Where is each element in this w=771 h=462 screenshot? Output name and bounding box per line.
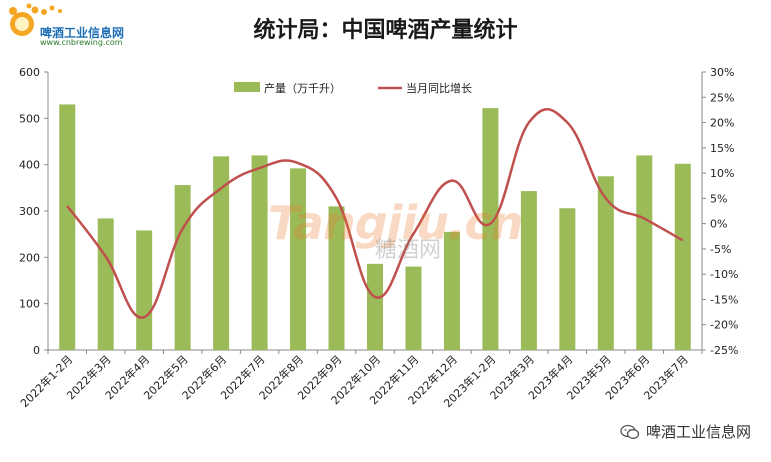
legend-label-line: 当月同比增长 <box>406 81 472 95</box>
y-right-tick-label: 30% <box>710 66 734 79</box>
y-left-tick-label: 100 <box>19 298 40 311</box>
wechat-icon <box>620 424 640 439</box>
y-right-tick-label: 0% <box>710 218 727 231</box>
bar <box>636 155 653 350</box>
y-right-tick-label: 15% <box>710 142 734 155</box>
logo-text: 啤酒工业信息网 <box>40 26 125 40</box>
line-series <box>66 108 684 319</box>
y-left-tick-label: 300 <box>19 205 40 218</box>
bar <box>520 191 537 350</box>
y-left-tick-label: 600 <box>19 66 40 79</box>
bar <box>597 176 614 350</box>
bar <box>290 168 307 350</box>
y-right-tick-label: -10% <box>710 268 738 281</box>
bar <box>97 218 114 350</box>
bar <box>213 156 230 350</box>
bar <box>136 230 153 350</box>
y-right-tick-label: 20% <box>710 117 734 130</box>
legend: 产量（万千升） 当月同比增长 <box>234 81 472 95</box>
watermark: Tangjiu.cn <box>268 196 523 250</box>
y-right-tick-label: 10% <box>710 167 734 180</box>
y-right-tick-label: -25% <box>710 344 738 357</box>
y-right-tick-label: 25% <box>710 91 734 104</box>
bar <box>674 163 691 350</box>
bar <box>328 206 345 350</box>
y-left-tick-label: 0 <box>33 344 40 357</box>
y-left-tick-label: 500 <box>19 112 40 125</box>
wechat-account-name: 啤酒工业信息网 <box>645 423 751 441</box>
y-right-tick-label: 5% <box>710 192 727 205</box>
bar <box>559 208 576 350</box>
bar <box>174 185 191 350</box>
bar <box>251 155 268 350</box>
y-left-tick-label: 200 <box>19 251 40 264</box>
logo-url: www.cnbrewing.com <box>40 38 123 47</box>
watermark-subtitle: 糖酒网 <box>375 238 442 263</box>
chart-title: 统计局：中国啤酒产量统计 <box>253 17 518 43</box>
legend-swatch-bar <box>234 82 260 92</box>
bar <box>443 231 460 350</box>
bar <box>405 266 422 350</box>
y-right-tick-label: -5% <box>710 243 731 256</box>
wechat-footer: 啤酒工业信息网 <box>620 421 751 442</box>
bar <box>367 263 383 350</box>
y-left-tick-label: 400 <box>19 159 40 172</box>
bar <box>482 108 499 350</box>
logo <box>9 3 62 36</box>
y-right-tick-label: -20% <box>710 319 738 332</box>
legend-label-bar: 产量（万千升） <box>264 81 341 95</box>
bar-series <box>59 104 691 350</box>
y-right-tick-label: -15% <box>710 293 738 306</box>
x-tick-label: 2022年1-2月 <box>17 352 75 410</box>
bar <box>59 104 76 350</box>
